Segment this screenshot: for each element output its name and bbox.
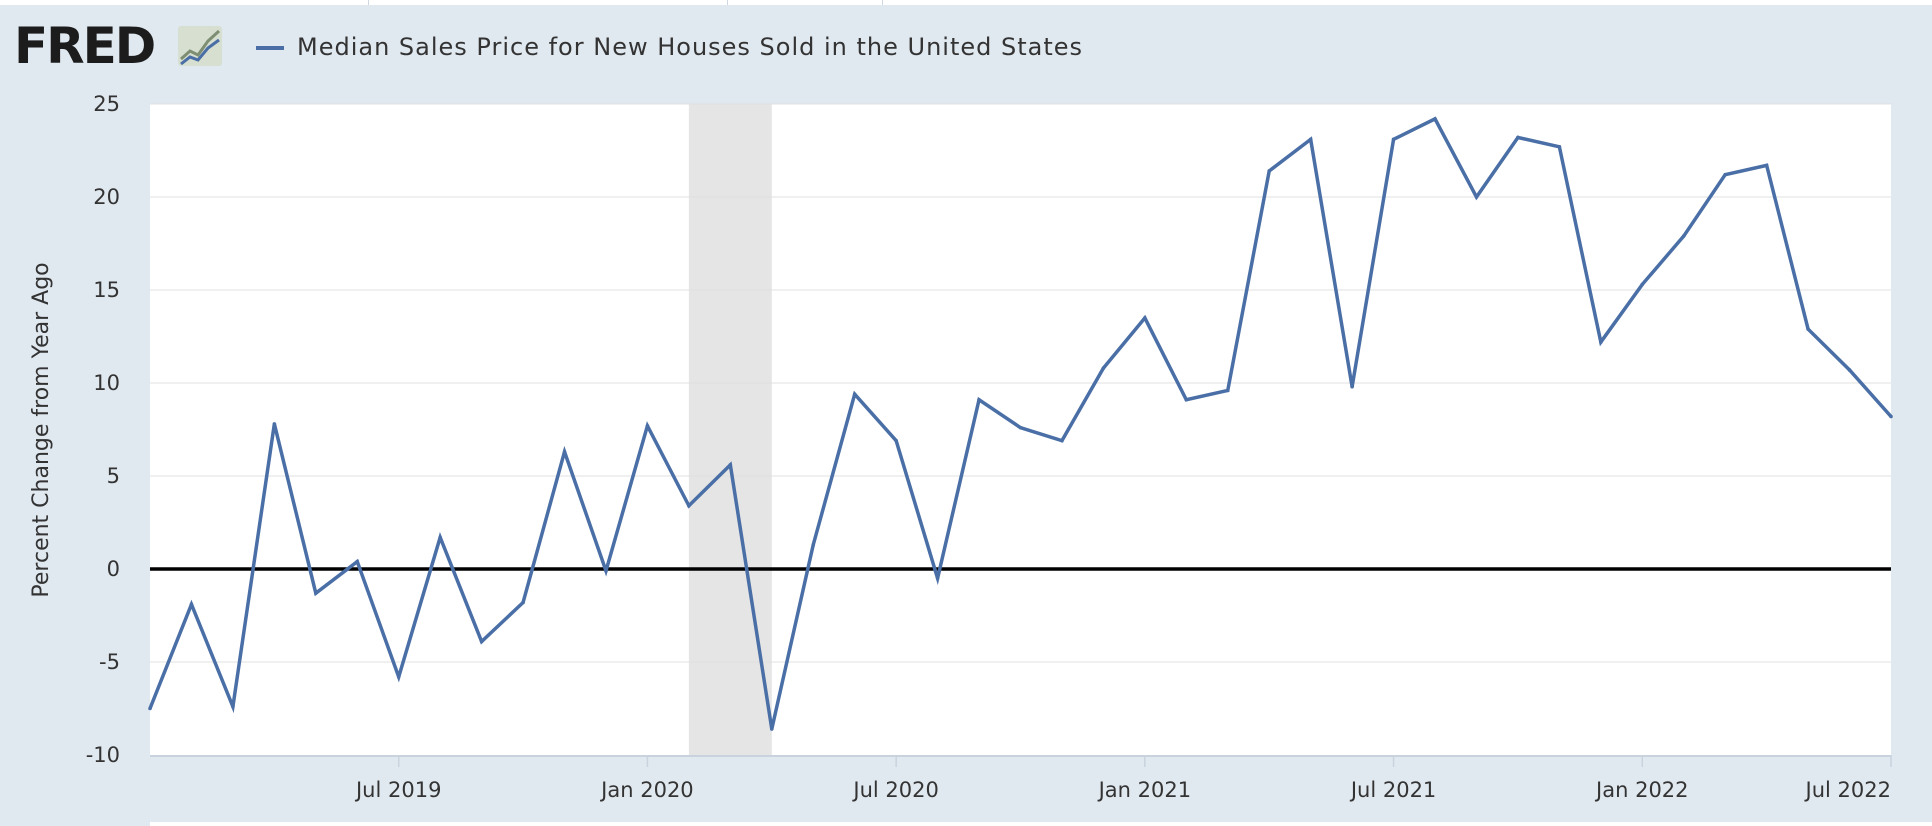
y-tick-labels: -10 -5 0 5 10 15 20 25 <box>86 92 120 767</box>
bottom-strip <box>150 822 1932 826</box>
data-point <box>1018 425 1023 430</box>
data-point <box>894 438 898 443</box>
data-point <box>1433 117 1437 121</box>
x-tick-label: Jul 2019 <box>354 778 441 802</box>
legend-swatch <box>256 46 284 50</box>
data-point <box>1806 327 1810 331</box>
data-point <box>189 602 194 607</box>
y-axis-title: Percent Change from Year Ago <box>29 262 54 597</box>
data-point <box>1847 368 1852 372</box>
data-point <box>314 591 318 595</box>
data-point <box>1184 397 1189 402</box>
data-point <box>231 704 235 709</box>
plot-area <box>150 104 1891 755</box>
data-point <box>604 569 608 573</box>
data-point <box>438 535 442 540</box>
x-tick-label: Jan 2021 <box>1097 778 1192 802</box>
x-tick-label: Jan 2022 <box>1594 778 1689 802</box>
data-point <box>977 397 981 402</box>
y-tick-label: -5 <box>99 650 120 674</box>
y-tick-label: -10 <box>86 743 120 767</box>
data-point <box>355 559 360 564</box>
data-point <box>1474 195 1479 199</box>
data-point <box>562 450 567 454</box>
y-tick-label: 15 <box>93 278 120 302</box>
chart-header: FRED Median Sales Price for New Houses S… <box>14 18 1914 74</box>
y-tick-label: 0 <box>107 557 120 581</box>
data-point <box>935 576 940 581</box>
data-point <box>1723 172 1727 177</box>
data-point <box>521 600 525 605</box>
x-tick-label: Jul 2021 <box>1349 778 1436 802</box>
y-tick-label: 20 <box>93 185 120 209</box>
data-point <box>479 639 484 644</box>
data-point <box>769 727 774 731</box>
data-point <box>728 463 733 467</box>
x-tick-labels: Jul 2019 Jan 2020 Jul 2020 Jan 2021 Jul 2021… <box>354 778 1891 802</box>
y-tick-label: 25 <box>93 92 120 116</box>
data-point <box>1391 137 1396 142</box>
fred-line-chart-icon <box>178 26 222 70</box>
x-tick-label: Jul 2020 <box>851 778 938 802</box>
data-point <box>1143 316 1147 320</box>
data-point <box>272 422 277 426</box>
y-tick-label: 5 <box>107 464 120 488</box>
top-strip <box>0 0 1932 5</box>
data-point <box>1557 144 1562 149</box>
y-tick-label: 10 <box>93 371 120 395</box>
x-tick-label: Jul 2022 <box>1804 778 1891 802</box>
data-point <box>1350 384 1354 389</box>
axis-layer <box>150 755 1892 767</box>
data-point <box>687 503 691 508</box>
legend-label: Median Sales Price for New Houses Sold i… <box>297 33 1084 61</box>
data-point <box>396 675 401 679</box>
x-tick-label: Jan 2020 <box>599 778 694 802</box>
data-point <box>852 392 857 396</box>
data-point <box>1640 282 1645 287</box>
data-point <box>1889 414 1893 419</box>
data-point <box>1101 366 1106 370</box>
data-point <box>148 706 152 711</box>
data-point <box>1308 137 1313 142</box>
fred-logo[interactable]: FRED <box>14 17 156 75</box>
data-point <box>1599 340 1603 344</box>
grid-layer <box>150 103 1891 663</box>
data-point <box>1267 169 1272 173</box>
data-point <box>1225 388 1230 393</box>
data-point <box>811 543 816 547</box>
data-point <box>645 423 650 428</box>
data-point <box>1060 438 1064 443</box>
data-point <box>1681 234 1686 238</box>
series-layer <box>148 116 1893 731</box>
data-point <box>1764 163 1769 168</box>
data-point <box>1516 135 1520 140</box>
